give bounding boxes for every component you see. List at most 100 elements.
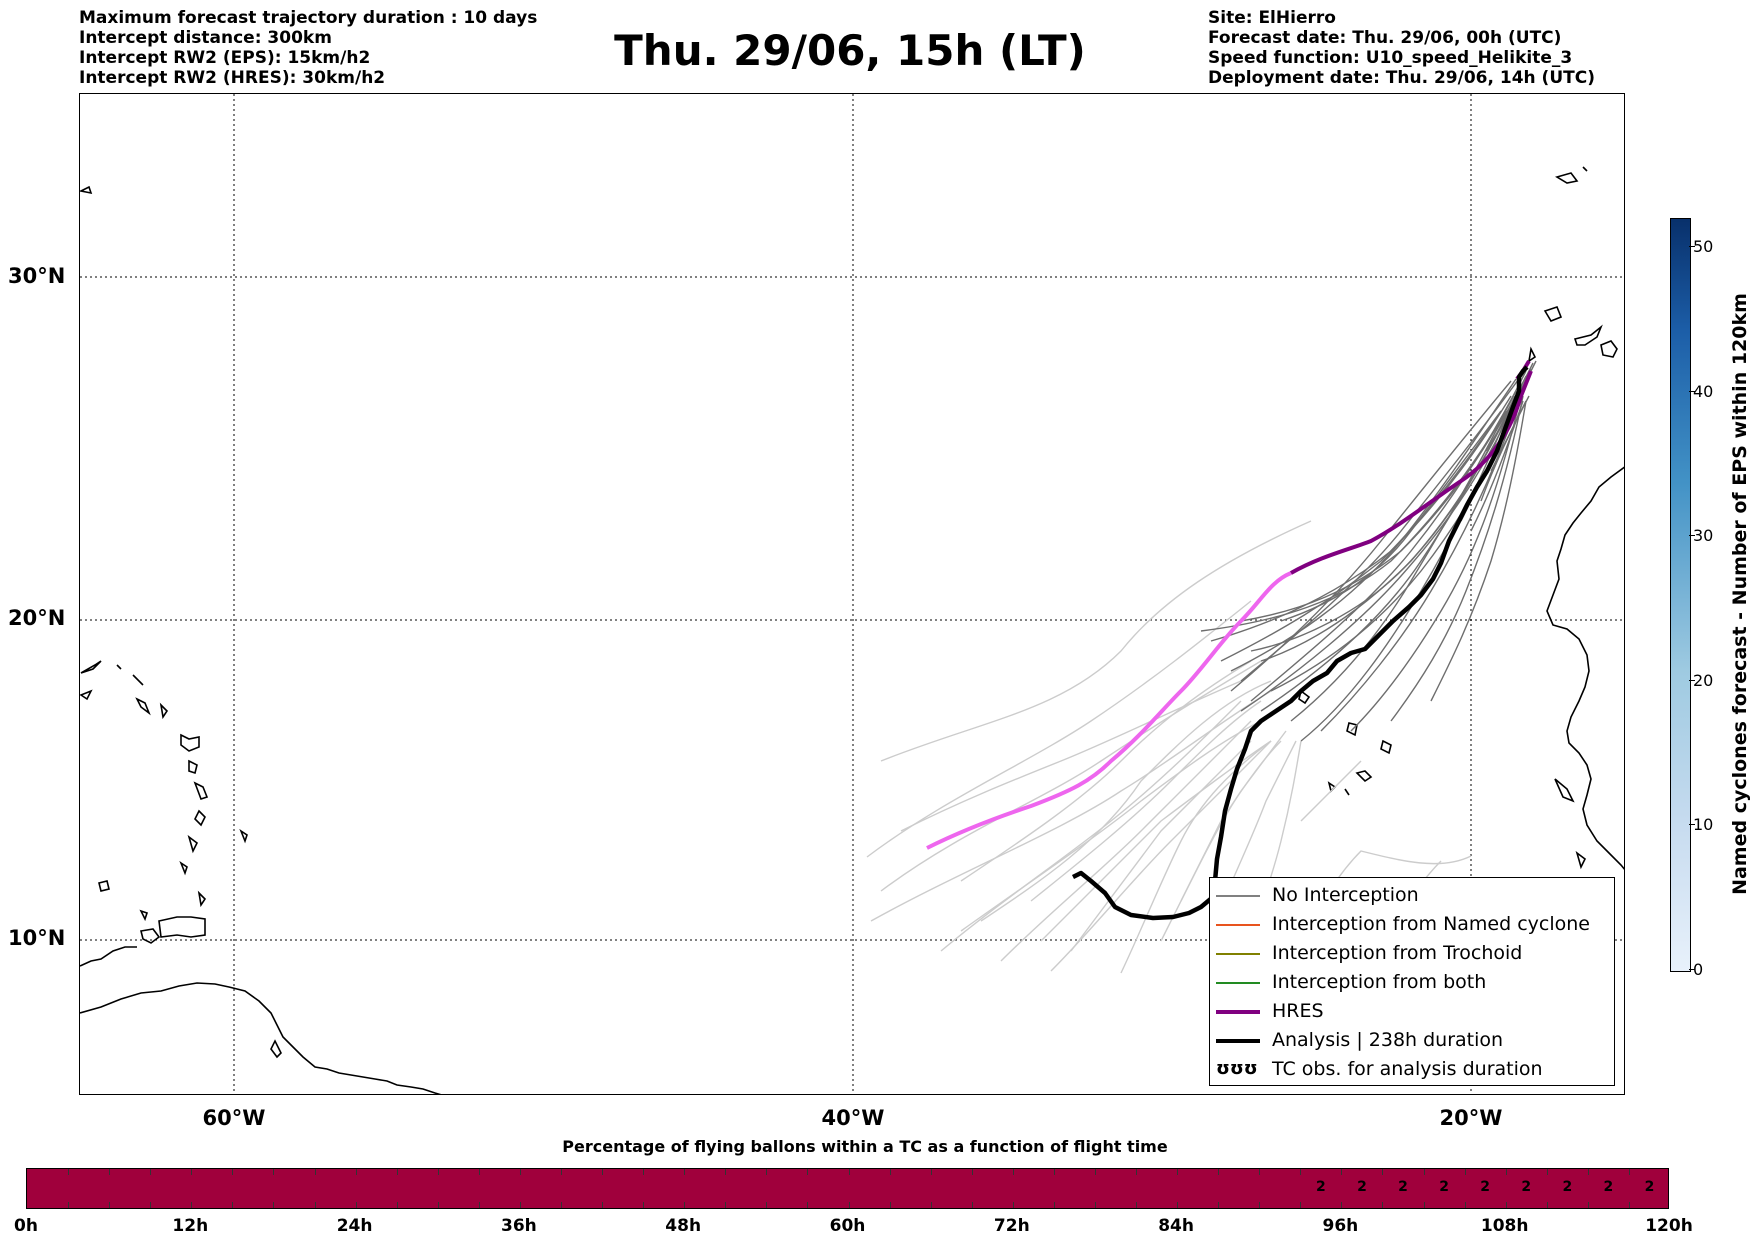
legend-label: Interception from Trochoid bbox=[1272, 942, 1523, 964]
eps-trajectories-dark bbox=[1200, 360, 1537, 742]
time-bar-tick bbox=[1218, 1169, 1220, 1175]
time-bar-tick bbox=[355, 1202, 357, 1208]
trajectory-map[interactable]: No Interception Interception from Named c… bbox=[79, 93, 1625, 1095]
info-line: Intercept distance: 300km bbox=[79, 28, 332, 48]
info-line: Deployment date: Thu. 29/06, 14h (UTC) bbox=[1208, 68, 1595, 88]
time-bar-tick bbox=[273, 1169, 275, 1175]
time-bar-tick bbox=[766, 1169, 768, 1175]
time-bar-percentage-label: 2 bbox=[1480, 1179, 1491, 1195]
time-bar-tick bbox=[1136, 1202, 1138, 1208]
legend-label: Analysis | 238h duration bbox=[1272, 1029, 1504, 1051]
info-line: Intercept RW2 (EPS): 15km/h2 bbox=[79, 48, 371, 68]
info-line: Site: ElHierro bbox=[1208, 8, 1336, 28]
time-bar-percentage-label: 2 bbox=[1562, 1179, 1573, 1195]
time-bar-tick bbox=[725, 1202, 727, 1208]
legend-item: Interception from Trochoid bbox=[1210, 940, 1614, 968]
time-axis-label: 96h bbox=[1322, 1216, 1359, 1236]
time-bar-tick bbox=[930, 1202, 932, 1208]
time-bar-percentage-label: 2 bbox=[1315, 1179, 1326, 1195]
time-bar-percentage-label: 2 bbox=[1521, 1179, 1532, 1195]
time-bar-tick bbox=[1464, 1202, 1466, 1208]
time-bar-tick bbox=[1136, 1169, 1138, 1175]
time-bar-title: Percentage of flying ballons within a TC… bbox=[562, 1137, 1168, 1156]
time-axis-label: 72h bbox=[993, 1216, 1030, 1236]
lat-label: 30°N bbox=[8, 264, 66, 288]
time-bar-tick bbox=[314, 1202, 316, 1208]
analysis-trajectory bbox=[1071, 365, 1529, 921]
forecast-info-left: Maximum forecast trajectory duration : 1… bbox=[79, 8, 537, 88]
time-bar-tick bbox=[930, 1169, 932, 1175]
time-bar-tick bbox=[437, 1169, 439, 1175]
time-bar-tick bbox=[643, 1169, 645, 1175]
time-bar-tick bbox=[437, 1202, 439, 1208]
time-bar-percentage-label: 2 bbox=[1398, 1179, 1408, 1195]
time-bar-tick bbox=[889, 1169, 891, 1175]
time-bar-tick bbox=[1341, 1202, 1343, 1208]
legend-line-swatch bbox=[1216, 953, 1260, 955]
time-bar-tick bbox=[1300, 1202, 1302, 1208]
time-bar-percentage-label: 2 bbox=[1603, 1179, 1614, 1195]
time-bar-tick bbox=[1300, 1169, 1302, 1175]
legend-item: HRES bbox=[1210, 998, 1614, 1026]
time-bar-tick bbox=[68, 1169, 70, 1175]
legend-label: HRES bbox=[1272, 1000, 1324, 1022]
time-axis-label: 48h bbox=[665, 1216, 702, 1236]
time-bar-tick bbox=[971, 1202, 973, 1208]
time-bar-tick bbox=[396, 1202, 398, 1208]
forecast-info-right: Site: ElHierro Forecast date: Thu. 29/06… bbox=[1208, 8, 1595, 88]
info-line: Forecast date: Thu. 29/06, 00h (UTC) bbox=[1208, 28, 1562, 48]
time-bar-tick bbox=[848, 1169, 850, 1175]
time-bar-tick bbox=[684, 1202, 686, 1208]
lon-label: 20°W bbox=[1439, 1106, 1503, 1130]
time-bar-tick bbox=[519, 1169, 521, 1175]
legend-line-swatch bbox=[1216, 1039, 1260, 1043]
info-line: Maximum forecast trajectory duration : 1… bbox=[79, 8, 538, 28]
time-bar-tick bbox=[1012, 1202, 1014, 1208]
colorbar-tick: 10 bbox=[1688, 815, 1714, 835]
legend-item: Analysis | 238h duration bbox=[1210, 1027, 1614, 1055]
time-bar-tick bbox=[643, 1202, 645, 1208]
legend-label: Interception from both bbox=[1272, 971, 1487, 993]
time-bar-tick bbox=[1628, 1202, 1630, 1208]
lat-label: 10°N bbox=[8, 926, 66, 950]
legend-item: ʊʊʊ TC obs. for analysis duration bbox=[1210, 1056, 1614, 1084]
time-bar-tick bbox=[1053, 1169, 1055, 1175]
time-bar-percentage-label: 2 bbox=[1357, 1179, 1367, 1195]
time-bar-tick bbox=[848, 1202, 850, 1208]
time-bar-tick bbox=[396, 1169, 398, 1175]
time-bar-tick bbox=[807, 1202, 809, 1208]
legend-line-swatch bbox=[1216, 895, 1260, 897]
legend-label: TC obs. for analysis duration bbox=[1272, 1058, 1543, 1080]
time-bar-tick bbox=[273, 1202, 275, 1208]
time-bar-tick bbox=[1505, 1202, 1507, 1208]
legend: No Interception Interception from Named c… bbox=[1209, 877, 1615, 1086]
time-bar-tick bbox=[1012, 1169, 1014, 1175]
lon-label: 60°W bbox=[202, 1106, 266, 1130]
lon-label: 40°W bbox=[821, 1106, 885, 1130]
time-bar-tick bbox=[355, 1169, 357, 1175]
time-bar-tick bbox=[1423, 1202, 1425, 1208]
time-bar-tick bbox=[1259, 1202, 1261, 1208]
time-bar-tick bbox=[232, 1169, 234, 1175]
time-bar-tick bbox=[1382, 1169, 1384, 1175]
time-bar-tick bbox=[1628, 1169, 1630, 1175]
time-bar-tick bbox=[560, 1169, 562, 1175]
legend-item: No Interception bbox=[1210, 882, 1614, 910]
legend-line-swatch bbox=[1216, 1010, 1260, 1014]
colorbar-tick: 20 bbox=[1688, 670, 1714, 690]
time-bar-tick bbox=[1341, 1169, 1343, 1175]
colorbar bbox=[1670, 218, 1691, 972]
time-bar-tick bbox=[1464, 1169, 1466, 1175]
time-bar-tick bbox=[807, 1169, 809, 1175]
page-title: Thu. 29/06, 15h (LT) bbox=[614, 26, 1086, 75]
info-line: Speed function: U10_speed_Helikite_3 bbox=[1208, 48, 1573, 68]
time-bar-tick bbox=[1587, 1169, 1589, 1175]
time-bar-tick bbox=[971, 1169, 973, 1175]
time-bar-tick bbox=[560, 1202, 562, 1208]
time-bar-tick bbox=[150, 1202, 152, 1208]
time-axis-label: 12h bbox=[172, 1216, 209, 1236]
time-bar-tick bbox=[109, 1202, 111, 1208]
time-bar-tick bbox=[1587, 1202, 1589, 1208]
time-bar-tick bbox=[1177, 1202, 1179, 1208]
time-bar-tick bbox=[519, 1202, 521, 1208]
